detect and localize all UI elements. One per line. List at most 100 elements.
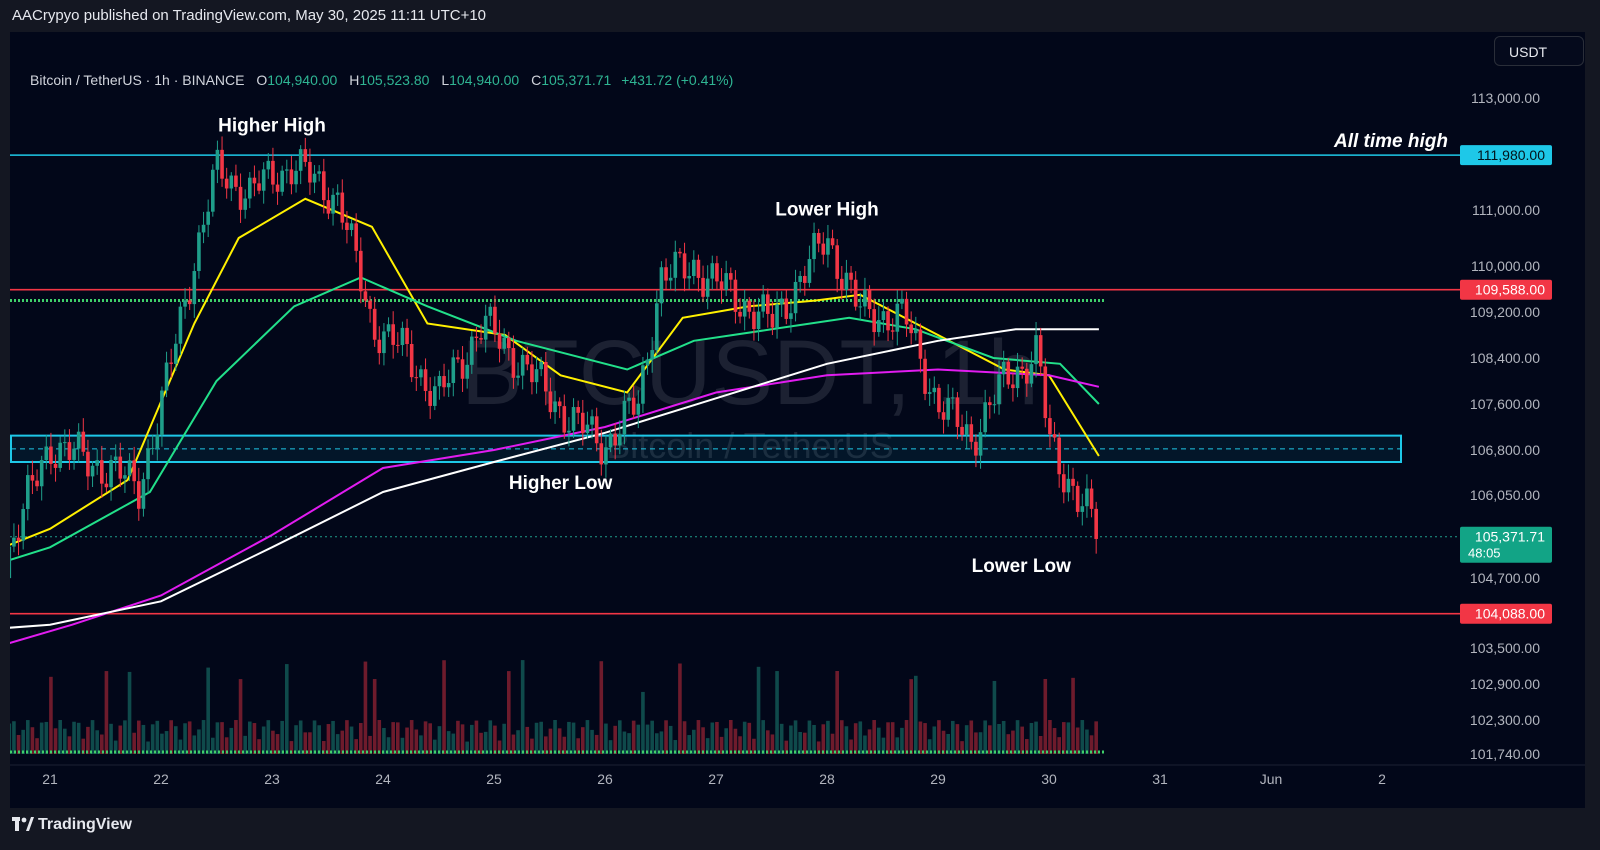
candle-body <box>146 448 150 480</box>
volume-bar <box>548 728 553 754</box>
level-price-tag <box>1460 279 1552 300</box>
candle-body <box>1006 361 1011 385</box>
candle-body <box>331 194 335 214</box>
candle-body <box>747 300 752 312</box>
tradingview-brand[interactable]: TradingView <box>12 816 132 834</box>
volume-bar <box>326 724 331 754</box>
candle-body <box>1015 366 1020 389</box>
volume-bar <box>951 720 955 754</box>
volume-bar <box>821 724 826 754</box>
volume-bar <box>664 720 668 754</box>
volume-bar <box>807 720 812 754</box>
candle-body <box>326 200 331 214</box>
candle-body <box>39 460 44 487</box>
volume-bar <box>608 740 613 754</box>
candle-body <box>525 354 530 365</box>
volume-bar <box>673 740 678 754</box>
volume-bar <box>701 727 705 754</box>
price-tick-label: 101,740.00 <box>1470 746 1540 762</box>
candle-body <box>104 483 109 488</box>
candle-body <box>1034 335 1038 365</box>
volume-bar <box>696 720 701 754</box>
volume-bar <box>1071 677 1075 754</box>
price-tick-label: 106,800.00 <box>1470 442 1540 458</box>
candle-body <box>386 324 391 332</box>
volume-bar <box>507 671 511 754</box>
candle-body <box>451 357 456 383</box>
candle-body <box>238 186 243 210</box>
level-price-tag <box>1460 145 1552 166</box>
volume-bar <box>766 730 770 754</box>
candle-body <box>1075 485 1080 512</box>
candle-body <box>664 267 668 281</box>
volume-bar <box>687 735 691 754</box>
volume-bar <box>1029 722 1034 754</box>
volume-bar <box>238 679 243 754</box>
volume-bar <box>594 734 599 754</box>
candle-body <box>150 448 155 450</box>
volume-bar <box>692 729 696 754</box>
volume-bar <box>229 727 234 754</box>
candle-body <box>391 324 395 345</box>
volume-bar <box>525 726 530 754</box>
volume-bar <box>423 721 428 754</box>
volume-bar <box>141 724 146 754</box>
candle-body <box>900 298 904 304</box>
volume-bar <box>118 725 123 754</box>
candle-body <box>76 431 81 449</box>
volume-bar <box>599 661 604 754</box>
volume-bar <box>775 671 779 754</box>
candle-body <box>437 376 442 387</box>
candle-body <box>1062 474 1066 493</box>
volume-bar <box>863 735 867 754</box>
candle-body <box>53 463 58 468</box>
price-tick-label: 103,500.00 <box>1470 640 1540 656</box>
candle-body <box>978 432 983 456</box>
volume-bar <box>187 721 192 754</box>
volume-bar <box>932 726 937 754</box>
candle-body <box>377 339 382 354</box>
candle-body <box>192 271 197 305</box>
candle-body <box>830 238 835 246</box>
time-axis[interactable]: 21 22 23 24 25 26 27 28 29 30 31 Jun 2 <box>10 764 1585 787</box>
candle-body <box>271 160 275 185</box>
candle-body <box>368 300 372 309</box>
candle-body <box>530 364 534 383</box>
candle-body <box>784 298 789 319</box>
last-price-tag <box>1460 526 1552 563</box>
candle-body <box>1038 335 1043 367</box>
low-label: L <box>441 72 450 88</box>
volume-bar <box>206 667 210 754</box>
candle-body <box>983 402 987 433</box>
moving-averages <box>10 197 1100 644</box>
candle-body <box>419 369 423 378</box>
volume-bar <box>488 720 493 754</box>
candle-body <box>493 306 497 334</box>
countdown-label: 48:05 <box>1468 546 1501 561</box>
time-tick-label: 27 <box>708 771 724 787</box>
moving-average-line <box>10 368 1100 644</box>
chart-area[interactable]: BTCUSDT, 1h Bitcoin / TetherUS Higher Hi… <box>10 32 1585 808</box>
time-tick-label: 24 <box>375 771 391 787</box>
candle-body <box>63 442 67 444</box>
volume-bar <box>257 739 261 754</box>
candle-body <box>312 173 317 183</box>
volume-bar <box>493 725 497 754</box>
volume-bar <box>516 730 520 754</box>
volume-bar <box>705 738 710 754</box>
price-tick-label: 102,300.00 <box>1470 712 1540 728</box>
volume-bar <box>724 728 728 754</box>
candle-body <box>594 416 599 444</box>
volume-bar <box>784 740 789 754</box>
candle-body <box>770 313 775 328</box>
price-axis[interactable]: 113,000.00 111,000.00 110,000.00 109,200.00… <box>1460 90 1552 762</box>
candle-body <box>234 175 238 187</box>
currency-unit-button[interactable]: USDT <box>1494 36 1584 66</box>
candle-body <box>382 331 386 354</box>
candle-body <box>553 401 557 413</box>
candle-body <box>539 361 543 370</box>
time-tick-label: 22 <box>153 771 169 787</box>
price-chart[interactable]: BTCUSDT, 1h Bitcoin / TetherUS Higher Hi… <box>10 32 1585 808</box>
candle-body <box>141 479 146 509</box>
candle-body <box>951 397 955 399</box>
